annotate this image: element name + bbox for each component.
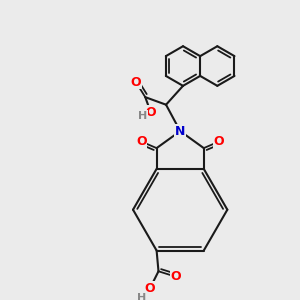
Text: N: N [175, 124, 185, 138]
Text: O: O [130, 76, 141, 88]
Text: O: O [146, 106, 156, 119]
Text: O: O [170, 269, 181, 283]
Text: H: H [138, 111, 147, 121]
Text: O: O [136, 135, 147, 148]
Text: O: O [214, 135, 224, 148]
Text: H: H [137, 293, 146, 300]
Text: O: O [145, 282, 155, 295]
